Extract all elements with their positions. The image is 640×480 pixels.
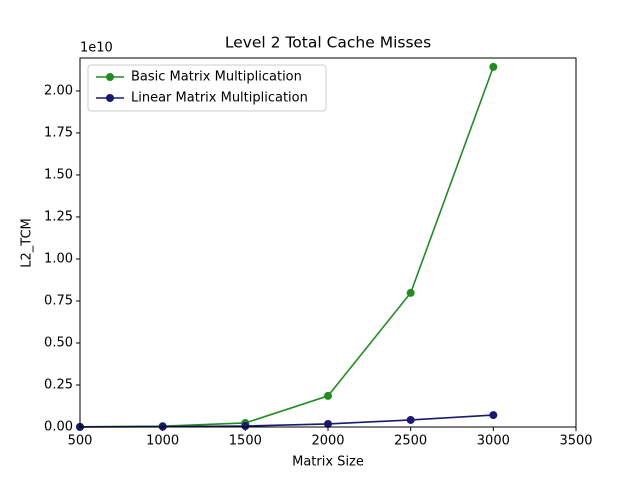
x-tick-label: 3500	[559, 434, 592, 449]
x-tick-label: 1000	[146, 434, 179, 449]
y-tick-label: 1.50	[44, 167, 73, 182]
x-tick-label: 2000	[311, 434, 344, 449]
x-tick-label: 3000	[477, 434, 510, 449]
data-point	[324, 419, 332, 428]
chart-title: Level 2 Total Cache Misses	[225, 34, 431, 52]
legend-label: Basic Matrix Multiplication	[131, 70, 302, 85]
series-line	[79, 66, 495, 428]
plot-frame	[79, 57, 577, 428]
x-tick-label: 500	[68, 434, 93, 449]
data-point	[324, 391, 332, 400]
legend-marker	[106, 94, 114, 102]
legend-marker	[106, 73, 114, 81]
y-tick-label: 1.25	[44, 209, 73, 224]
data-point	[241, 421, 250, 430]
x-axis-label: Matrix Size	[292, 455, 364, 470]
legend-box	[87, 64, 327, 112]
y-tick-label: 1.75	[44, 125, 73, 140]
y-tick-label: 1.00	[44, 251, 73, 266]
y-offset-text: 1e10	[80, 41, 113, 56]
x-tick-label: 1500	[229, 434, 262, 449]
series-line	[79, 414, 494, 428]
data-point	[406, 415, 415, 424]
y-tick-label: 0.00	[44, 420, 73, 435]
y-tick-label: 0.50	[44, 335, 73, 350]
y-tick-label: 2.00	[44, 83, 73, 98]
y-tick-label: 0.25	[44, 377, 73, 392]
y-tick-label: 0.75	[44, 293, 73, 308]
y-axis-label: L2_TCM	[20, 218, 35, 268]
data-point	[406, 288, 415, 297]
legend-label: Linear Matrix Multiplication	[131, 91, 308, 106]
x-tick-label: 2500	[394, 434, 427, 449]
data-point	[489, 411, 498, 420]
data-point	[489, 62, 498, 71]
